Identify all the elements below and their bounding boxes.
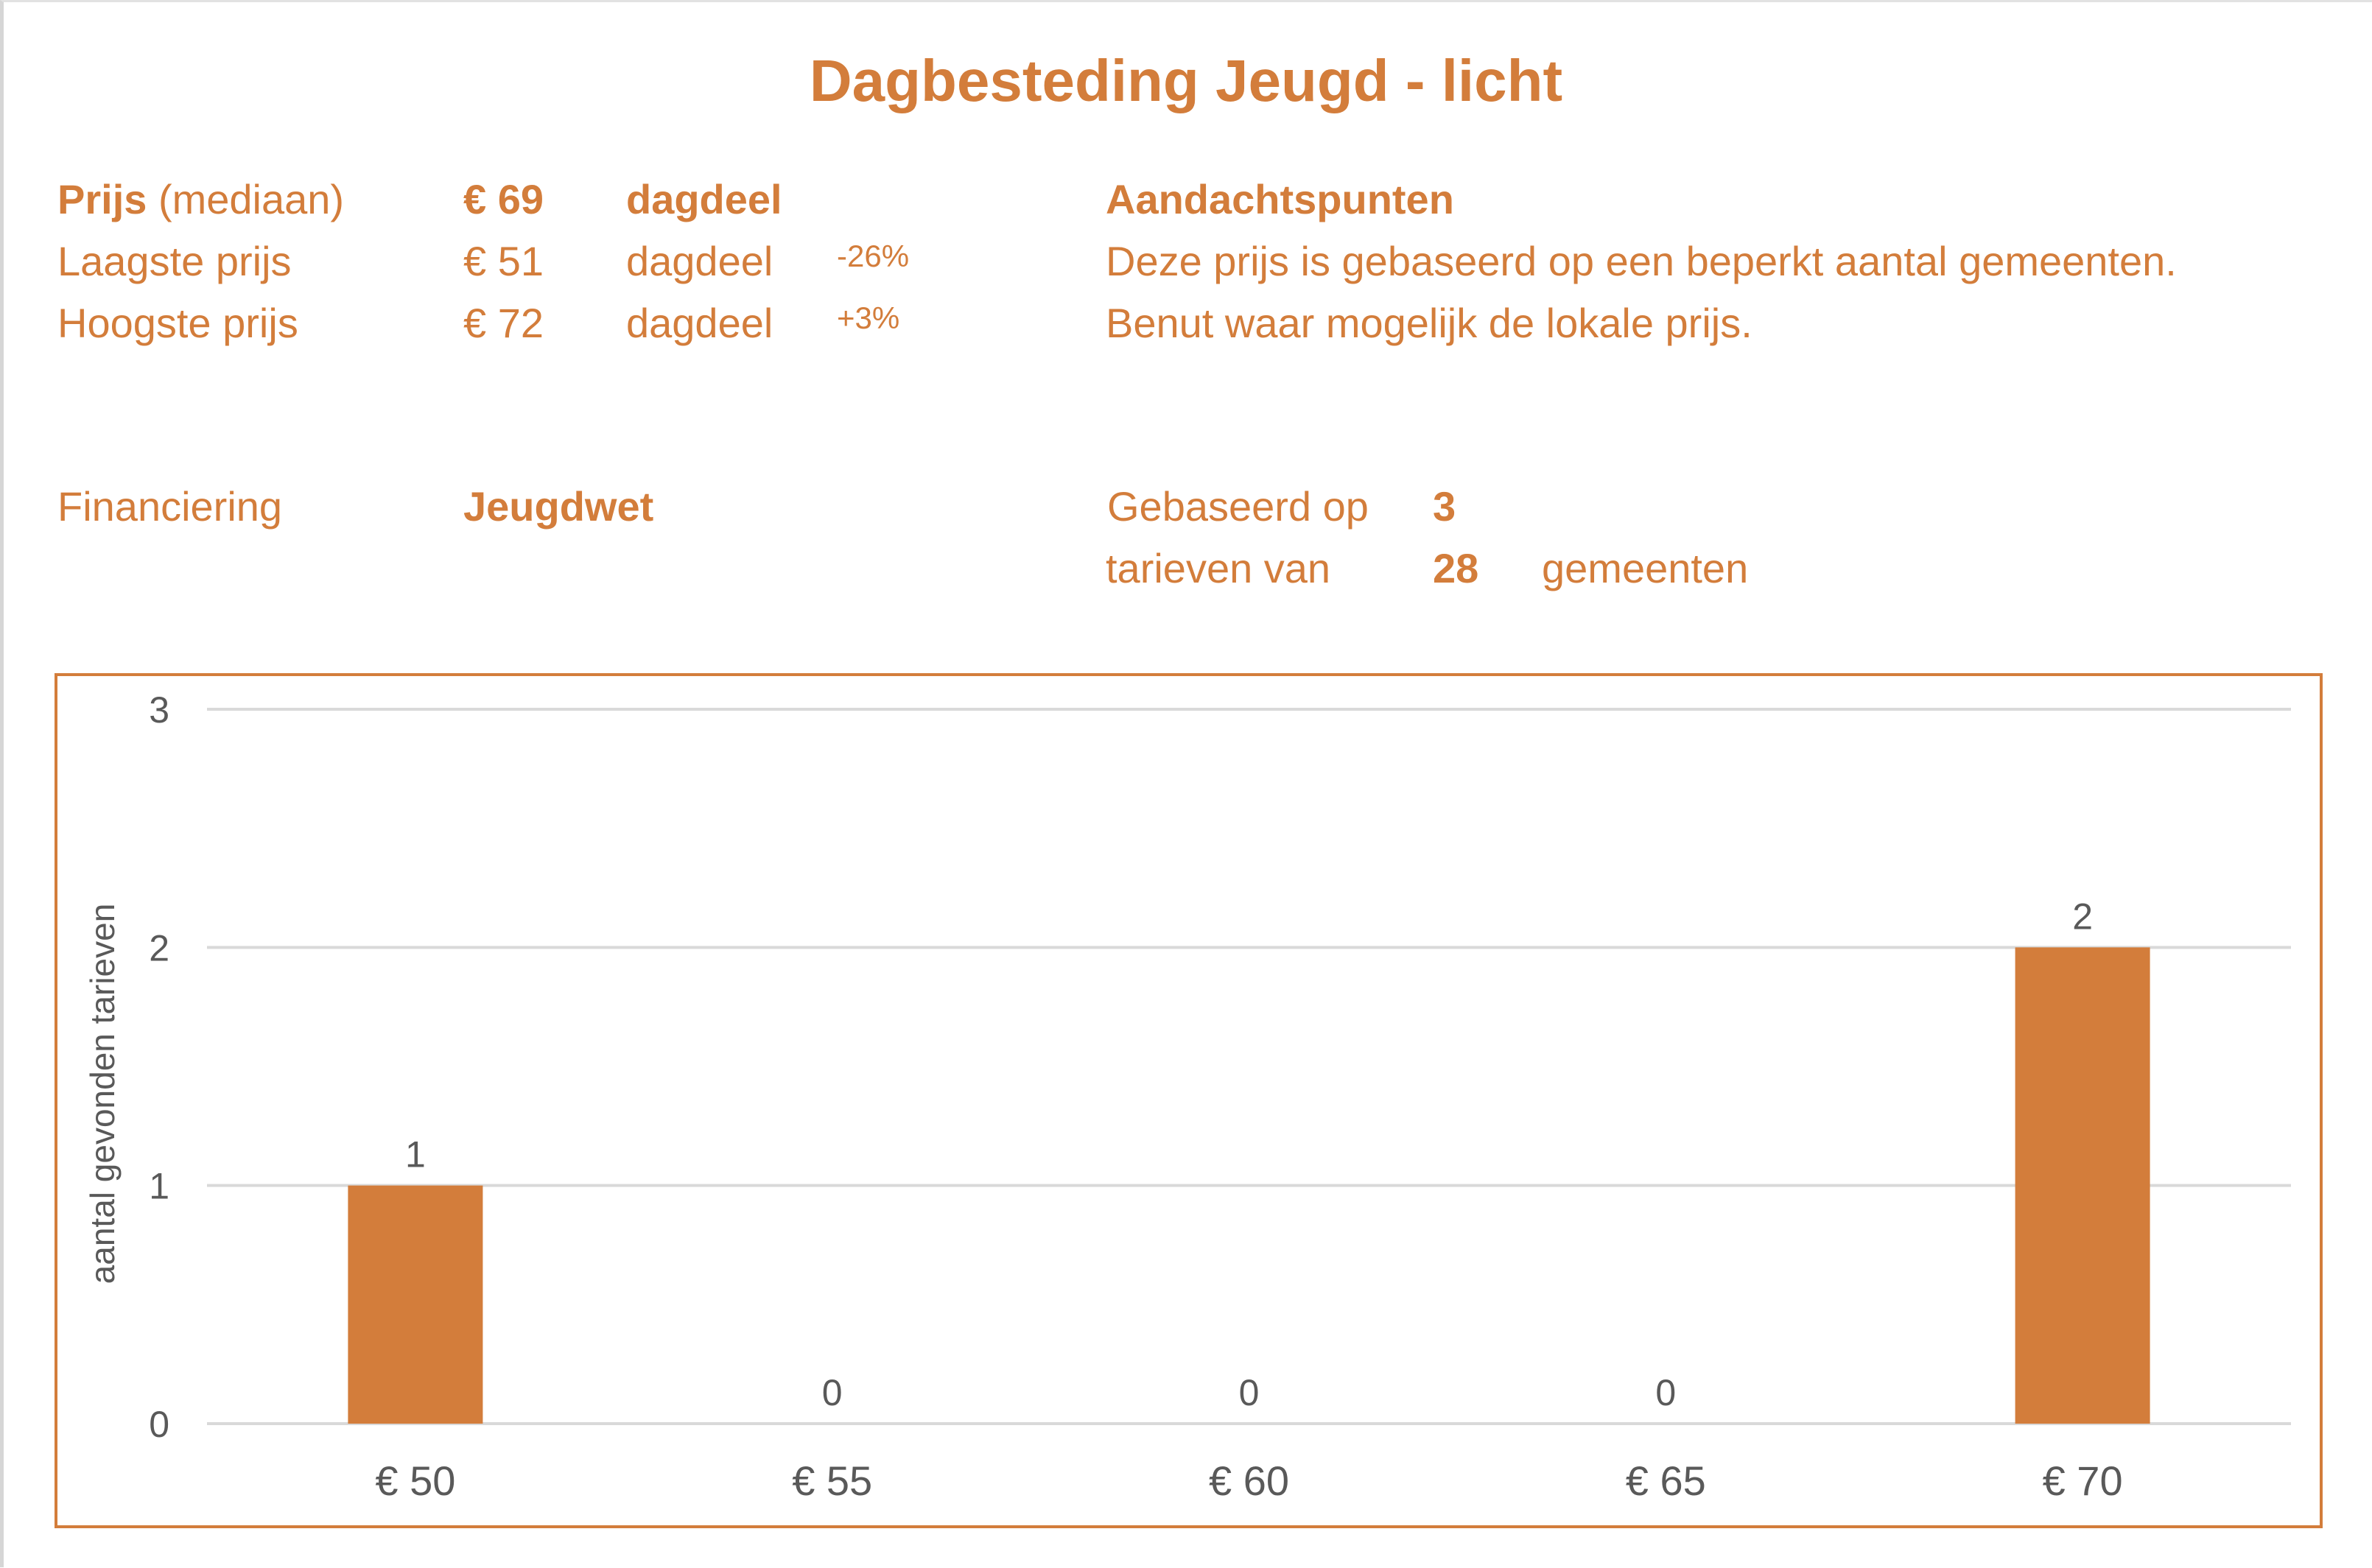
basis-label-1: Gebaseerd op [1107,483,1369,530]
y-tick-label: 1 [149,1166,169,1207]
data-label: 0 [1239,1372,1260,1413]
y-tick-label: 2 [149,927,169,968]
financing-label: Financiering [57,483,283,530]
lowest-label: Laagste prijs [57,238,292,284]
data-label: 0 [1655,1372,1676,1413]
lowest-delta: -26% [837,239,910,273]
y-axis-label: aantal gevonden tarieven [83,904,122,1284]
notes-heading: Aandachtspunten [1106,176,1454,222]
highest-label: Hoogste prijs [57,300,298,346]
highest-unit: dagdeel [626,300,773,346]
data-label: 1 [405,1134,426,1175]
lowest-value: € 51 [463,238,544,284]
median-value: € 69 [463,176,544,222]
x-tick-label: € 60 [1209,1458,1289,1504]
page-title: Dagbesteding Jeugd - licht [809,48,1563,113]
median-label-bold: Prijs [57,176,147,222]
median-label-rest: (mediaan) [158,176,345,222]
notes-line-1: Deze prijs is gebaseerd op een beperkt a… [1106,238,2177,284]
highest-value: € 72 [463,300,544,346]
basis-label-3: gemeenten [1542,545,1749,591]
median-label: Prijs (mediaan) [57,179,344,220]
x-tick-label: € 55 [792,1458,872,1504]
bar [2015,947,2150,1424]
basis-count-municipalities: 28 [1433,545,1479,591]
x-tick-label: € 70 [2043,1458,2123,1504]
y-tick-label: 3 [149,689,169,731]
bar [348,1185,483,1424]
x-tick-label: € 50 [375,1458,455,1504]
financing-value: Jeugdwet [463,483,654,530]
highest-delta: +3% [837,300,900,335]
x-tick-label: € 65 [1626,1458,1706,1504]
basis-count-rates: 3 [1433,483,1456,530]
notes-line-2: Benut waar mogelijk de lokale prijs. [1106,300,1752,346]
y-tick-label: 0 [149,1404,169,1445]
chart-container [55,673,2323,1528]
median-unit: dagdeel [626,176,782,222]
data-label: 0 [822,1372,843,1413]
data-label: 2 [2072,896,2093,937]
basis-label-2: tarieven van [1106,545,1331,591]
lowest-unit: dagdeel [626,238,773,284]
